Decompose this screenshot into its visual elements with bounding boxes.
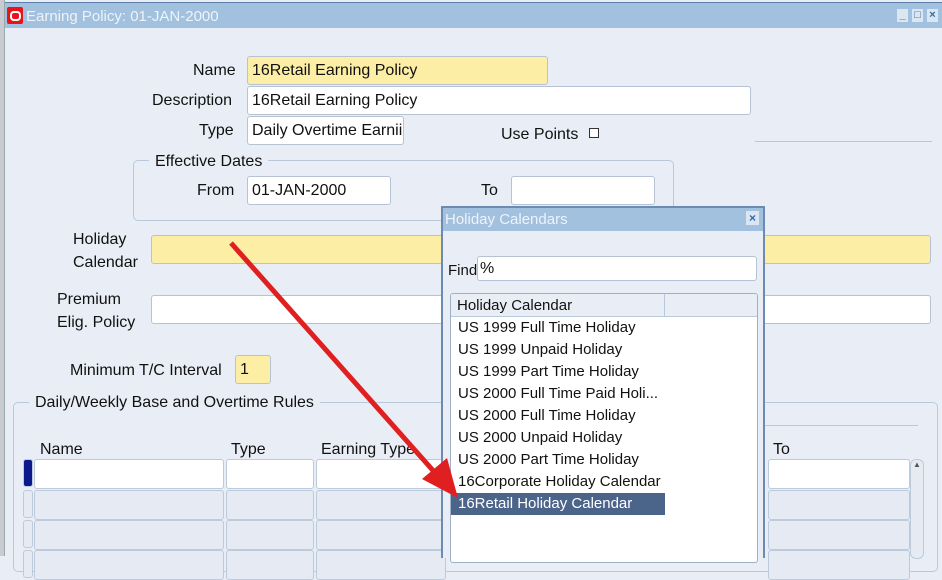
column-header-holiday-calendar: Holiday Calendar	[457, 297, 573, 314]
type-label: Type	[199, 122, 234, 139]
scroll-up-icon[interactable]: ▲	[913, 460, 921, 469]
oracle-logo-icon	[7, 7, 23, 24]
list-item[interactable]: US 1999 Full Time Holiday	[458, 319, 636, 336]
row-indicator[interactable]	[23, 520, 33, 548]
dialog-close-icon[interactable]: ×	[746, 211, 759, 225]
rule-name-cell[interactable]	[34, 490, 224, 520]
arrow-head	[422, 458, 458, 498]
list-item[interactable]: US 2000 Full Time Holiday	[458, 407, 636, 424]
row-indicator[interactable]	[23, 490, 33, 518]
rule-type-cell[interactable]	[226, 459, 314, 489]
rule-name-cell[interactable]	[34, 459, 224, 489]
find-label: Find	[448, 262, 478, 279]
rules-group-label: Daily/Weekly Base and Overtime Rules	[29, 394, 320, 412]
column-header-name: Name	[40, 441, 83, 458]
min-interval-field[interactable]: 1	[235, 355, 271, 384]
effective-dates-group	[133, 160, 674, 221]
left-edge	[0, 0, 5, 556]
rule-name-cell[interactable]	[34, 520, 224, 550]
dialog-titlebar[interactable]: Holiday Calendars	[443, 208, 763, 231]
calendar-label: Calendar	[73, 254, 138, 271]
name-field[interactable]: 16Retail Earning Policy	[247, 56, 548, 85]
list-item[interactable]: US 2000 Part Time Holiday	[458, 451, 639, 468]
row-indicator[interactable]	[23, 459, 33, 487]
list-item[interactable]: 16Corporate Holiday Calendar	[458, 473, 661, 490]
min-interval-label: Minimum T/C Interval	[70, 362, 222, 379]
column-header-type: Type	[231, 441, 266, 458]
holiday-calendar-list: Holiday Calendar US 1999 Full Time Holid…	[450, 293, 758, 563]
minimize-icon[interactable]: _	[897, 9, 908, 22]
find-field[interactable]: %	[477, 256, 757, 281]
holiday-calendars-dialog: Holiday Calendars × Find % Holiday Calen…	[441, 206, 765, 563]
use-points-checkbox[interactable]	[589, 128, 599, 138]
list-item[interactable]: US 1999 Unpaid Holiday	[458, 341, 623, 358]
column-divider	[664, 294, 665, 317]
scrollbar[interactable]: ▲	[910, 459, 924, 559]
from-date-field[interactable]: 01-JAN-2000	[247, 176, 391, 205]
annotation-arrow	[229, 241, 458, 498]
divider	[755, 141, 932, 142]
elig-policy-label: Elig. Policy	[57, 314, 136, 331]
description-label: Description	[152, 92, 233, 109]
premium-label: Premium	[57, 291, 122, 308]
rule-to-cell[interactable]	[768, 520, 910, 550]
type-field[interactable]: Daily Overtime Earnii	[247, 116, 404, 145]
effective-dates-label: Effective Dates	[149, 153, 269, 171]
list-item[interactable]: US 1999 Part Time Holiday	[458, 363, 639, 380]
rule-to-cell[interactable]	[768, 459, 910, 489]
holiday-label: Holiday	[73, 231, 127, 248]
divider	[765, 425, 918, 426]
window-title: Earning Policy: 01-JAN-2000	[26, 8, 219, 25]
column-header-earning-type: Earning Type	[321, 441, 415, 458]
list-item[interactable]: US 2000 Full Time Paid Holi...	[458, 385, 659, 402]
list-header: Holiday Calendar	[451, 294, 757, 317]
description-field[interactable]: 16Retail Earning Policy	[247, 86, 751, 115]
from-label: From	[197, 182, 235, 199]
window-titlebar[interactable]: Earning Policy: 01-JAN-2000 _ □ ×	[5, 2, 942, 28]
list-item[interactable]: 16Retail Holiday Calendar	[451, 493, 665, 515]
arrow-shaft	[229, 241, 439, 477]
maximize-icon[interactable]: □	[912, 9, 923, 22]
column-header-to: To	[773, 441, 790, 458]
rule-type-cell[interactable]	[226, 520, 314, 550]
list-item[interactable]: US 2000 Unpaid Holiday	[458, 429, 623, 446]
rule-to-cell[interactable]	[768, 490, 910, 520]
to-date-field[interactable]	[511, 176, 655, 205]
to-label: To	[481, 182, 498, 199]
name-label: Name	[193, 62, 236, 79]
close-icon[interactable]: ×	[927, 9, 938, 22]
rule-earning-type-cell[interactable]	[316, 490, 446, 520]
rule-type-cell[interactable]	[226, 490, 314, 520]
use-points-label: Use Points	[501, 126, 579, 143]
